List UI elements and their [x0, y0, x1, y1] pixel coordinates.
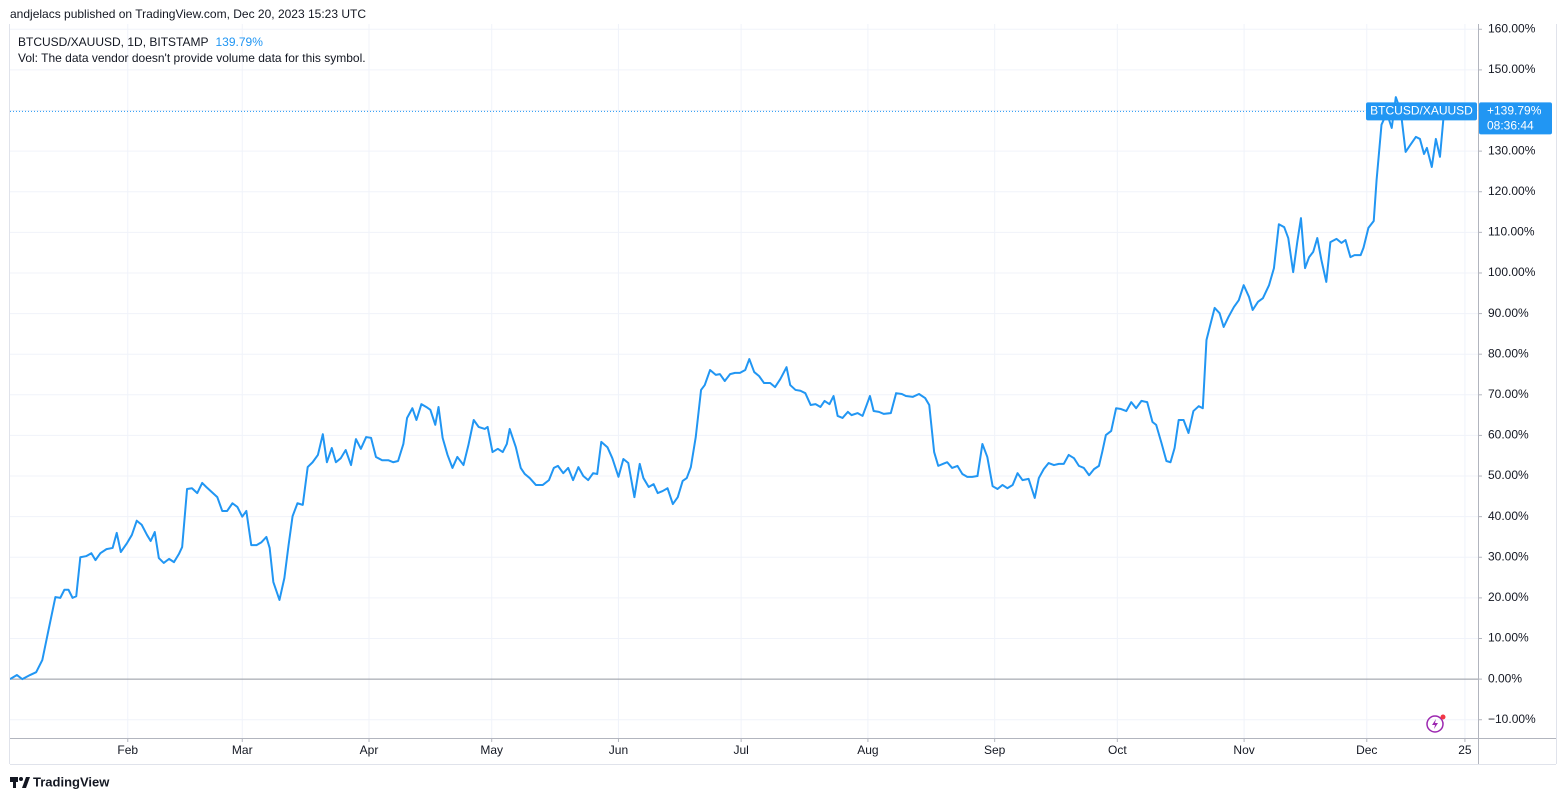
- y-tick-label: 0.00%: [1488, 671, 1522, 685]
- logo-dot: [19, 777, 23, 781]
- x-tick-label: Oct: [1108, 743, 1127, 757]
- x-tick-label: Dec: [1356, 743, 1377, 757]
- y-tick-label: 70.00%: [1488, 387, 1529, 401]
- y-tick-label: 110.00%: [1488, 225, 1535, 239]
- marks: [9, 96, 1446, 681]
- alert-icon: [1426, 714, 1446, 733]
- x-tick-label: Nov: [1233, 743, 1254, 757]
- countdown: 08:36:44: [1487, 119, 1534, 133]
- logo-stem: [13, 777, 16, 788]
- x-tick-label: Sep: [984, 743, 1006, 757]
- x-tick-label: Jun: [609, 743, 628, 757]
- icon-ring: [1426, 715, 1444, 733]
- x-tick-label: Apr: [360, 743, 379, 757]
- x-tick-label: Jul: [733, 743, 748, 757]
- logo: [10, 777, 30, 788]
- icon-dot: [1440, 714, 1446, 720]
- y-tick-label: 130.00%: [1488, 143, 1536, 157]
- footer-brand: TradingView: [33, 774, 110, 789]
- header: andjelacs published on TradingView.com, …: [10, 7, 366, 21]
- y-tick-label: 10.00%: [1488, 631, 1529, 645]
- y-tick-label: 40.00%: [1488, 509, 1529, 523]
- y-tick-label: 150.00%: [1488, 62, 1536, 76]
- series-tag: [1366, 102, 1477, 121]
- y-tick-label: 60.00%: [1488, 428, 1529, 442]
- y-tick-label: 160.00%: [1488, 21, 1536, 35]
- grid: [10, 24, 1478, 738]
- legend-symbol: BTCUSD/XAUUSD, 1D, BITSTAMP: [18, 35, 208, 49]
- series-tag-label: BTCUSD/XAUUSD: [1370, 104, 1473, 118]
- x-tick-label: Mar: [232, 743, 253, 757]
- x-tick-label: Aug: [857, 743, 878, 757]
- y-tick-label: 100.00%: [1488, 265, 1536, 279]
- logo-slash: [22, 777, 30, 788]
- axes: [9, 24, 1557, 765]
- y-tick-label: 30.00%: [1488, 549, 1529, 563]
- icon-bolt: [1432, 719, 1438, 729]
- volume-note: Vol: The data vendor doesn't provide vol…: [18, 51, 366, 65]
- y-tick-label: −10.00%: [1488, 712, 1536, 726]
- x-tick-label: May: [480, 743, 503, 757]
- y-tick-label: 20.00%: [1488, 590, 1529, 604]
- legend-value: 139.79%: [215, 35, 263, 49]
- y-tick-label: 80.00%: [1488, 346, 1529, 360]
- price-label: [1479, 102, 1552, 135]
- y-tick-label: 90.00%: [1488, 306, 1529, 320]
- y-tick-label: 50.00%: [1488, 468, 1529, 482]
- series-line: [9, 96, 1446, 681]
- price-label-text: +139.79%: [1487, 104, 1542, 118]
- x-tick-label: 25: [1458, 743, 1472, 757]
- y-tick-label: 120.00%: [1488, 184, 1536, 198]
- x-tick-label: Feb: [117, 743, 138, 757]
